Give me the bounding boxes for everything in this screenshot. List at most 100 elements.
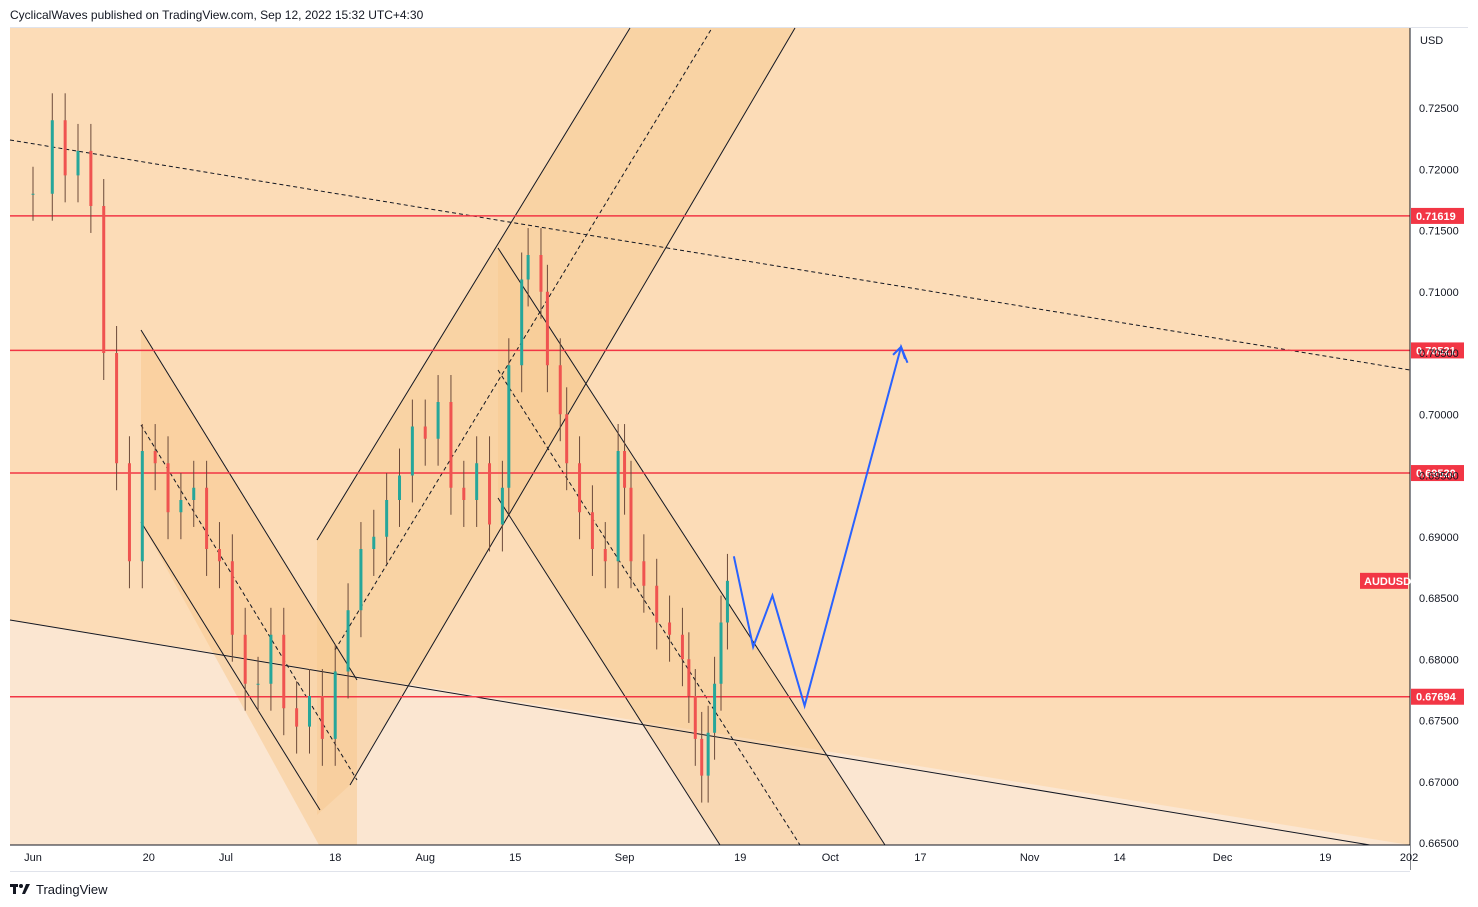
candle-body-34 <box>475 463 479 500</box>
candle-body-14 <box>217 549 221 562</box>
candle-body-59 <box>719 622 723 684</box>
level-badge-text-3: 0.67694 <box>1416 692 1457 704</box>
y-tick-10: 0.67500 <box>1419 716 1459 728</box>
y-tick-1: 0.72000 <box>1419 164 1459 176</box>
level-badge-front-3 <box>1411 688 1464 705</box>
level-badge-text-0: 0.71619 <box>1416 211 1456 223</box>
candle-body-1 <box>50 120 54 194</box>
x-tick-5: 15 <box>509 852 521 864</box>
y-tick-4: 0.70500 <box>1419 348 1459 360</box>
y-tick-2: 0.71500 <box>1419 226 1459 238</box>
candle-body-6 <box>115 353 119 464</box>
level-badge-front-2 <box>1411 465 1464 482</box>
channel-line-0 <box>140 329 358 681</box>
x-tick-6: Sep <box>615 852 635 864</box>
candle-body-36 <box>500 487 504 525</box>
candle-body-32 <box>449 402 453 488</box>
candle-body-42 <box>558 365 562 415</box>
level-badge-text-1: 0.70521 <box>1416 345 1456 357</box>
candle-body-30 <box>423 426 427 439</box>
candle-body-51 <box>655 585 659 623</box>
candle-body-4 <box>89 150 93 206</box>
symbol-badge-text: AUDUSD <box>1364 576 1411 588</box>
candle-body-22 <box>320 696 324 739</box>
x-tick-10: Nov <box>1020 852 1040 864</box>
channel-line-2 <box>316 27 631 541</box>
y-tick-6: 0.69500 <box>1419 471 1459 483</box>
candle-body-47 <box>616 451 620 562</box>
x-tick-0: Jun <box>24 852 42 864</box>
projection-arrowhead <box>892 345 906 360</box>
x-tick-1: 20 <box>143 852 155 864</box>
footer: TradingView <box>10 880 108 898</box>
candle-body-26 <box>372 536 376 549</box>
upper-zone <box>10 28 1410 845</box>
symbol-badge <box>1360 572 1408 589</box>
candle-body-16 <box>243 634 247 684</box>
channel-line-6 <box>9 619 1371 846</box>
dashed-line-1 <box>334 27 713 651</box>
y-tick-12: 0.66500 <box>1419 838 1459 850</box>
uptrend-channel <box>317 28 795 815</box>
candle-body-29 <box>410 426 414 476</box>
candle-body-56 <box>700 738 704 776</box>
publisher-header: CyclicalWaves published on TradingView.c… <box>10 8 424 22</box>
candle-body-33 <box>462 487 466 500</box>
candle-body-48 <box>623 451 627 488</box>
candle-body-58 <box>713 683 717 733</box>
candle-body-12 <box>192 487 196 500</box>
x-tick-3: 18 <box>329 852 341 864</box>
y-tick-9: 0.68000 <box>1419 654 1459 666</box>
candle-body-7 <box>127 463 131 562</box>
candle-body-46 <box>603 549 607 562</box>
candle-body-3 <box>76 150 80 176</box>
candle-body-57 <box>706 732 710 776</box>
candle-body-18 <box>269 634 273 684</box>
x-tick-2: Jul <box>219 852 233 864</box>
x-tick-9: 17 <box>914 852 926 864</box>
channel-line-4 <box>497 247 886 846</box>
candle-body-9 <box>153 451 157 464</box>
candle-body-24 <box>346 610 350 672</box>
x-tick-11: 14 <box>1114 852 1126 864</box>
candle-body-53 <box>680 634 684 660</box>
candle-body-19 <box>282 634 286 709</box>
channel-line-1 <box>140 521 321 811</box>
level-badge-text-2: 0.69520 <box>1416 468 1456 480</box>
tradingview-logo-icon[interactable] <box>10 882 30 896</box>
candle-body-39 <box>526 255 530 280</box>
candle-body-37 <box>507 365 511 488</box>
x-tick-7: 19 <box>734 852 746 864</box>
channel-line-5 <box>497 497 721 846</box>
y-tick-5: 0.70000 <box>1419 409 1459 421</box>
candle-body-43 <box>565 414 569 464</box>
candle-body-13 <box>205 487 209 549</box>
candle-body-2 <box>63 120 67 176</box>
candle-body-28 <box>398 475 402 500</box>
candle-body-50 <box>642 561 646 586</box>
time-axis-background <box>10 845 1410 871</box>
y-tick-3: 0.71000 <box>1419 287 1459 299</box>
footer-brand[interactable]: TradingView <box>36 881 108 897</box>
channel-line-3 <box>349 27 796 786</box>
candle-body-60 <box>725 580 729 623</box>
y-tick-8: 0.68500 <box>1419 593 1459 605</box>
candle-body-5 <box>102 206 106 353</box>
x-tick-14: 202 <box>1400 852 1418 864</box>
candle-body-54 <box>687 659 691 696</box>
candle-body-49 <box>629 487 633 562</box>
candle-body-31 <box>436 402 440 439</box>
candle-body-40 <box>539 255 543 292</box>
candle-body-52 <box>668 622 672 635</box>
candle-body-10 <box>166 463 170 513</box>
level-badge-front-1 <box>1411 342 1464 359</box>
dashed-line-2 <box>497 369 801 846</box>
candle-body-15 <box>230 561 234 635</box>
candle-body-20 <box>295 708 299 727</box>
x-tick-8: Oct <box>822 852 839 864</box>
x-tick-13: 19 <box>1319 852 1331 864</box>
y-tick-0: 0.72500 <box>1419 103 1459 115</box>
candle-body-35 <box>488 463 492 525</box>
currency-label: USD <box>1420 35 1443 47</box>
